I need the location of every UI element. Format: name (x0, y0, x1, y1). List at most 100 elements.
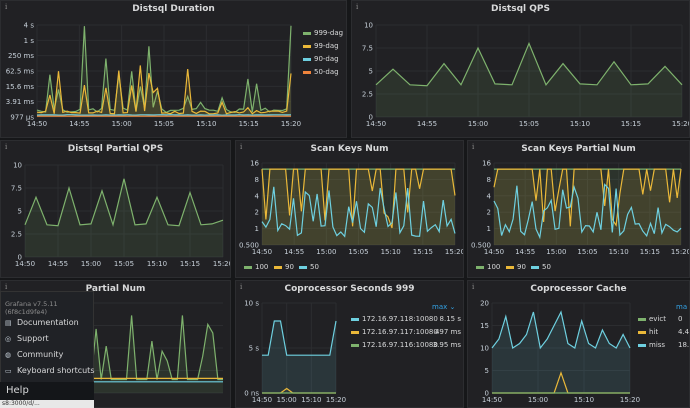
legend-label: evict (649, 315, 666, 323)
x-tick-label: 14:55 (515, 248, 535, 256)
series-50-line (261, 186, 456, 238)
x-tick-label: 14:55 (417, 120, 437, 128)
legend-max-value: 497 ms (434, 328, 461, 336)
keyboard-icon: ▭ (5, 367, 12, 375)
legend-max-value: 3.95 ms (432, 341, 461, 349)
legend-item[interactable]: 100 (476, 263, 500, 271)
series-qps-line (375, 41, 683, 87)
info-icon[interactable]: i (5, 143, 8, 151)
x-tick-label: 15:05 (348, 248, 368, 256)
x-tick-label: 15:10 (196, 120, 216, 128)
legend-label: 100 (487, 263, 501, 271)
y-tick-label: 8 (255, 176, 259, 184)
series-50-line (493, 183, 682, 240)
legend-item[interactable]: evict 0 (638, 315, 689, 323)
menu-item-support[interactable]: ◎ Support (1, 331, 93, 347)
legend-item[interactable]: 90 (274, 263, 294, 271)
comments-icon: ◍ (5, 351, 12, 359)
legend-label: 50-dag (314, 68, 339, 76)
legend-item[interactable]: 172.16.97.117:10080 497 ms (351, 328, 461, 336)
menu-item-label: Support (17, 334, 49, 343)
legend-item[interactable]: 50 (531, 263, 551, 271)
y-tick-label: 2 (255, 209, 259, 217)
legend-item[interactable]: hit 4.47 (638, 328, 689, 336)
info-icon[interactable]: i (240, 283, 243, 291)
legend-label: 90 (285, 263, 294, 271)
legend-label: 999-dag (314, 29, 344, 37)
y-tick-label: 977 µs (10, 114, 34, 122)
panel-distsql-qps[interactable]: i Distsql QPS 10 7.5 5 2.5 0 14:50 14:55 15:00 1… (351, 0, 690, 138)
panel-coprocessor-seconds-999[interactable]: i Coprocessor Seconds 999 10 s 5 s 0 ns 14:… (235, 280, 464, 408)
y-tick-label: 5 (369, 68, 373, 76)
help-button[interactable]: Help (0, 382, 94, 400)
legend-label: 99-dag (314, 42, 339, 50)
x-tick-label: 14:50 (484, 248, 504, 256)
menu-item-documentation[interactable]: ▤ Documentation (1, 315, 93, 331)
x-tick-label: 15:00 (316, 248, 336, 256)
x-tick-label: 15:10 (574, 396, 594, 404)
legend-item[interactable]: 999-dag (303, 29, 343, 37)
legend-item[interactable]: 99-dag (303, 42, 339, 50)
panel-coprocessor-cache[interactable]: i Coprocessor Cache 20 15 10 5 0 14:50 15:00 15… (467, 280, 690, 408)
series-118-area (262, 321, 336, 393)
info-icon[interactable]: i (356, 3, 359, 11)
legend-label: 172.16.97.117:10080 (362, 328, 438, 336)
menu-item-keyboard-shortcuts[interactable]: ▭ Keyboard shortcuts (1, 363, 94, 379)
y-tick-label: 7.5 (11, 185, 22, 193)
legend-label: 90 (517, 263, 526, 271)
x-tick-label: 15:20 (326, 396, 346, 404)
panel-scan-keys-num[interactable]: i Scan Keys Num 16 8 4 2 1 0.500 14:50 14:55 15:… (235, 140, 464, 278)
x-tick-label: 14:50 (366, 120, 386, 128)
x-tick-label: 15:20 (620, 396, 640, 404)
info-icon[interactable]: i (5, 3, 8, 11)
panel-title: Coprocessor Seconds 999 (284, 284, 415, 294)
version-label: Grafana v7.5.11 (6f8c1d9fe4) (5, 300, 58, 316)
series-qps-area (376, 43, 682, 117)
legend-item[interactable]: miss 18.8 (638, 341, 689, 349)
x-tick-label: 14:55 (69, 120, 89, 128)
x-tick-label: 15:05 (577, 248, 597, 256)
legend-item[interactable]: 90 (506, 263, 526, 271)
y-tick-label: 5 (485, 367, 489, 375)
y-tick-label: 0 (18, 254, 22, 262)
panel-distsql-partial-qps[interactable]: i Distsql Partial QPS 10 7.5 5 2.5 0 14:50 14:… (0, 140, 231, 278)
x-tick-label: 15:10 (301, 396, 321, 404)
legend-label: 90-dag (314, 55, 339, 63)
y-tick-label: 2 (487, 209, 491, 217)
series-99-dag-line (36, 65, 292, 115)
y-tick-label: 10 (364, 22, 373, 30)
series-partial-qps-area (25, 178, 223, 257)
legend-item[interactable]: 172.16.97.118:10080 8.15 s (351, 315, 461, 323)
legend-sort-max[interactable]: max ⌄ (432, 303, 456, 311)
legend-item[interactable]: 50-dag (303, 68, 339, 76)
x-tick-label: 15:10 (147, 260, 167, 268)
legend-item[interactable]: 172.16.97.116:10080 3.95 ms (351, 341, 461, 349)
legend-item[interactable]: 90-dag (303, 55, 339, 63)
info-icon[interactable]: i (5, 283, 8, 291)
y-tick-label: 1 (255, 225, 259, 233)
info-icon[interactable]: i (472, 283, 475, 291)
menu-item-label: Documentation (17, 318, 79, 327)
y-tick-label: 1 s (24, 37, 35, 45)
panel-title: Scan Keys Partial Num (521, 144, 636, 154)
x-tick-label: 15:00 (468, 120, 488, 128)
y-tick-label: 7.5 (362, 45, 373, 53)
info-icon[interactable]: i (240, 143, 243, 151)
panel-distsql-duration[interactable]: i Distsql Duration 4 s 1 s 250 ms 62.5 ms 15… (0, 0, 347, 138)
x-tick-label: 15:05 (519, 120, 539, 128)
panel-scan-keys-partial-num[interactable]: i Scan Keys Partial Num 16 8 4 2 1 0.500 14:50… (467, 140, 690, 278)
menu-item-community[interactable]: ◍ Community (1, 347, 93, 363)
menu-item-label: Community (17, 350, 64, 359)
series-partial-qps-line (24, 178, 224, 228)
legend-item[interactable]: 100 (244, 263, 268, 271)
info-icon[interactable]: i (472, 143, 475, 151)
legend-sort-max[interactable]: ma (676, 303, 688, 311)
legend-item[interactable]: 50 (299, 263, 319, 271)
y-tick-label: 16 (482, 160, 491, 168)
x-tick-label: 15:10 (570, 120, 590, 128)
x-tick-label: 15:15 (640, 248, 660, 256)
document-icon: ▤ (5, 319, 12, 327)
